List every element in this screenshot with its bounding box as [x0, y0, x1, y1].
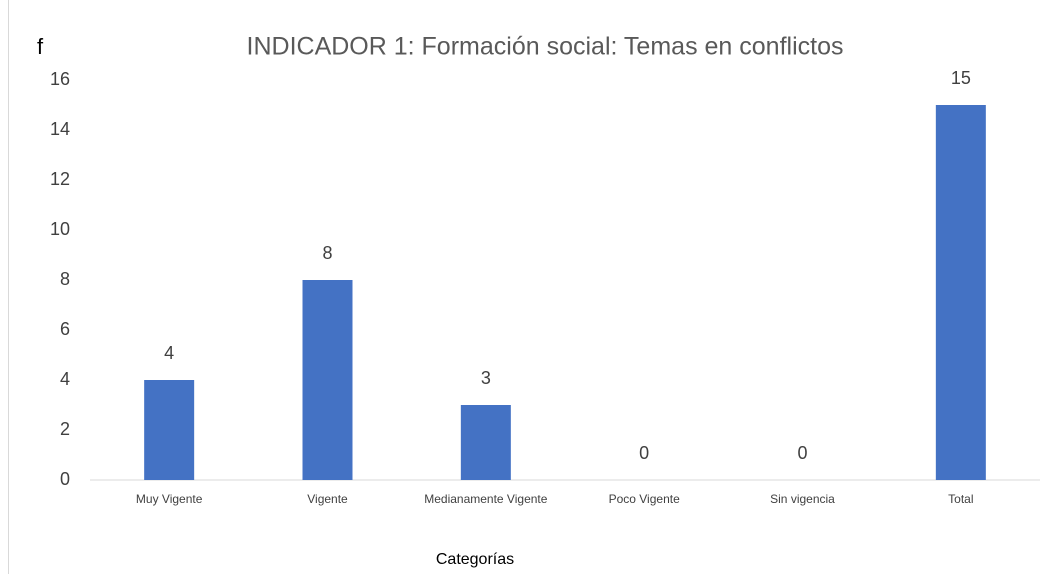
- y-axis-label: f: [37, 34, 44, 59]
- y-tick-label: 2: [60, 419, 70, 439]
- data-label: 8: [322, 243, 332, 263]
- chart-title: INDICADOR 1: Formación social: Temas en …: [247, 33, 844, 61]
- x-tick-label: Muy Vigente: [136, 492, 203, 506]
- data-label: 0: [797, 443, 807, 463]
- y-tick-label: 10: [50, 219, 70, 239]
- y-tick-label: 14: [50, 119, 70, 139]
- data-label: 4: [164, 343, 174, 363]
- bar: [144, 380, 195, 480]
- data-label: 15: [951, 68, 971, 88]
- y-tick-label: 0: [60, 469, 70, 489]
- y-tick-label: 4: [60, 369, 70, 389]
- y-tick-label: 6: [60, 319, 70, 339]
- x-tick-label: Vigente: [307, 492, 348, 506]
- data-label: 0: [639, 443, 649, 463]
- y-tick-label: 8: [60, 269, 70, 289]
- bar: [935, 105, 986, 480]
- bar: [460, 405, 511, 480]
- x-tick-label: Poco Vigente: [609, 492, 680, 506]
- x-tick-label: Sin vigencia: [770, 492, 835, 506]
- x-tick-label: Medianamente Vigente: [424, 492, 548, 506]
- y-tick-label: 12: [50, 169, 70, 189]
- x-tick-label: Total: [948, 492, 973, 506]
- bar: [302, 280, 353, 480]
- data-label: 3: [481, 368, 491, 388]
- x-axis-label: Categorías: [436, 551, 514, 568]
- y-tick-label: 16: [50, 69, 70, 89]
